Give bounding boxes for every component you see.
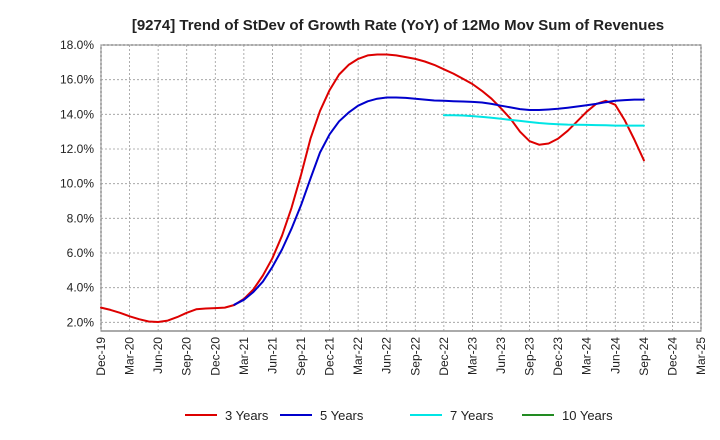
y-tick-label: 12.0% xyxy=(60,142,94,156)
legend-label: 3 Years xyxy=(225,408,269,423)
y-tick-label: 10.0% xyxy=(60,177,94,191)
x-tick-label: Dec-20 xyxy=(208,337,222,376)
x-tick-label: Mar-21 xyxy=(237,337,251,375)
chart-title: [9274] Trend of StDev of Growth Rate (Yo… xyxy=(132,17,664,34)
legend-label: 5 Years xyxy=(320,408,364,423)
x-tick-label: Mar-23 xyxy=(465,337,479,375)
x-tick-label: Mar-22 xyxy=(351,337,365,375)
x-tick-label: Dec-19 xyxy=(94,337,108,376)
y-tick-label: 4.0% xyxy=(67,281,95,295)
x-tick-label: Sep-22 xyxy=(408,337,422,376)
series-line-3-years xyxy=(100,53,645,323)
legend-label: 7 Years xyxy=(450,408,494,423)
x-tick-label: Jun-21 xyxy=(265,337,279,374)
x-tick-label: Jun-24 xyxy=(608,337,622,374)
legend-label: 10 Years xyxy=(562,408,613,423)
x-tick-label: Sep-21 xyxy=(294,337,308,376)
x-tick-label: Dec-24 xyxy=(665,337,679,376)
x-tick-label: Sep-24 xyxy=(637,337,651,376)
y-tick-label: 14.0% xyxy=(60,107,94,121)
x-axis: Dec-19 Mar-20 Jun-20 Sep-20 Dec-20 Mar-21 Jun-… xyxy=(94,337,708,376)
y-tick-label: 2.0% xyxy=(67,315,95,329)
x-tick-label: Dec-21 xyxy=(323,337,337,376)
x-tick-label: Jun-20 xyxy=(151,337,165,374)
x-tick-label: Sep-23 xyxy=(523,337,537,376)
x-tick-label: Dec-22 xyxy=(437,337,451,376)
x-tick-label: Mar-24 xyxy=(580,337,594,375)
y-axis: 2.0% 4.0% 6.0% 8.0% 10.0% 12.0% 14.0% 16.0% 18.0… xyxy=(60,38,94,329)
plot-area xyxy=(100,44,702,332)
x-tick-label: Sep-20 xyxy=(180,337,194,376)
x-tick-label: Mar-25 xyxy=(694,337,708,375)
x-tick-label: Dec-23 xyxy=(551,337,565,376)
x-tick-label: Mar-20 xyxy=(123,337,137,375)
series-line-5-years xyxy=(233,96,645,306)
legend: 3 Years 5 Years 7 Years 10 Years xyxy=(185,408,613,423)
y-tick-label: 16.0% xyxy=(60,73,94,87)
y-tick-label: 8.0% xyxy=(67,211,95,225)
x-tick-label: Jun-22 xyxy=(380,337,394,374)
series-line-7-years xyxy=(442,114,645,127)
y-tick-label: 18.0% xyxy=(60,38,94,52)
series-lines xyxy=(100,53,645,323)
y-tick-label: 6.0% xyxy=(67,246,95,260)
grid-lines xyxy=(100,44,702,331)
x-tick-label: Jun-23 xyxy=(494,337,508,374)
